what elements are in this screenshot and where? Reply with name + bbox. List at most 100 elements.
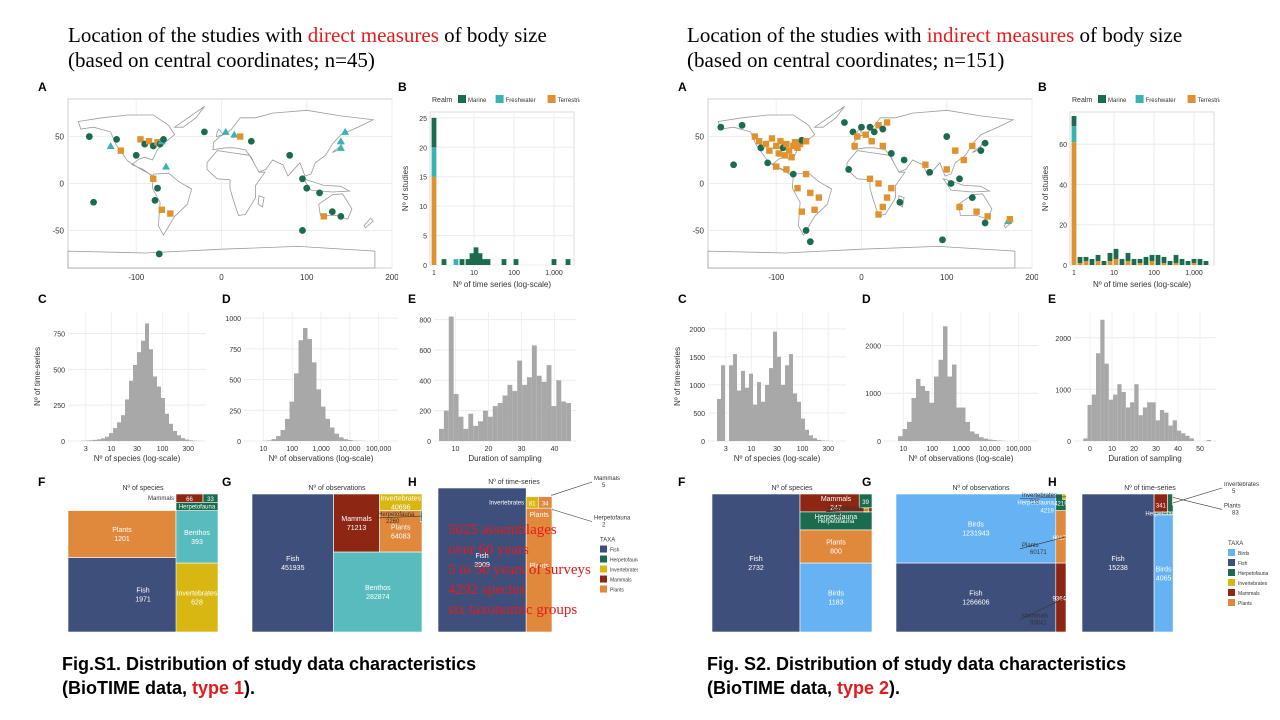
x-tick-label: 1 (1072, 270, 1076, 277)
study-point (158, 206, 165, 213)
treemap-value: 1266606 (962, 600, 989, 607)
panel-label-b: B (398, 80, 407, 94)
treemap-cell (68, 510, 177, 558)
y-tick-label: 600 (419, 348, 431, 355)
histogram-bar (285, 418, 290, 441)
histogram-bar (1179, 258, 1185, 265)
histogram-bar (1104, 363, 1109, 441)
treemap-title: Nº of time-series (488, 479, 540, 486)
treemap-cell (799, 511, 872, 531)
treemap-label: Mammals (341, 516, 372, 523)
histogram-bar (551, 259, 557, 265)
treemap-title: Nº of species (771, 485, 813, 492)
study-point (981, 219, 989, 227)
histogram-bar (1143, 256, 1149, 265)
x-tick-label: 10 (470, 270, 478, 277)
panel-label-h: H (1048, 475, 1057, 489)
study-point (866, 175, 874, 183)
y-tick-label: 50 (695, 133, 704, 142)
x-tick-label: 30 (1152, 446, 1160, 453)
study-point (947, 180, 955, 187)
legend-label: Marine (468, 98, 487, 104)
histogram-bar (793, 393, 797, 441)
treemap-cell (1153, 511, 1174, 516)
study-point (968, 194, 976, 201)
study-point (336, 143, 345, 151)
histogram-bar (321, 406, 326, 441)
legend-label: Invertebrates (1238, 581, 1268, 587)
study-point (815, 194, 823, 201)
treemap-value: 4065 (1156, 575, 1172, 582)
histogram-bar (565, 259, 571, 265)
histogram-bar (481, 259, 487, 265)
treemap-value: 1201 (114, 536, 130, 543)
study-point (960, 156, 967, 164)
histogram-bar (527, 377, 532, 441)
x-tick-label: 10 (1110, 270, 1118, 277)
x-tick-label: 3 (724, 446, 728, 453)
study-point (783, 140, 790, 148)
study-point (113, 135, 120, 143)
study-point (764, 159, 772, 167)
plot-panel (429, 111, 575, 266)
study-point (299, 175, 306, 183)
study-point (337, 212, 345, 220)
histogram-bar (113, 428, 117, 441)
histogram-bar (1113, 394, 1118, 441)
legend-label: Terrestrial (558, 98, 580, 104)
study-point (883, 119, 891, 126)
panel-label-h: H (408, 475, 417, 489)
y-tick-label: 0 (701, 439, 705, 446)
callout-line (551, 481, 593, 496)
callout-line (1173, 487, 1223, 504)
caption-highlight: type 2 (837, 678, 890, 698)
x-axis-label: Duration of sampling (1108, 454, 1181, 463)
title-subtext: (based on central coordinates; n=151) (687, 48, 1005, 72)
y-tick-label: 200 (419, 409, 431, 416)
legend-swatch (1228, 559, 1235, 566)
histogram-bar (717, 398, 721, 441)
treemap-value: 1231943 (962, 531, 989, 538)
y-tick-label: 15 (419, 175, 427, 182)
histogram-bar (769, 368, 773, 441)
treemap-cell (202, 493, 218, 503)
histogram-bar (105, 436, 109, 441)
y-tick-label: 0 (877, 439, 881, 446)
caption-text: (BioTIME data, (62, 678, 192, 698)
legend-swatch (458, 95, 466, 103)
histogram-bar (974, 433, 979, 441)
treemap-value: 247 (830, 505, 842, 512)
legend-swatch (1135, 95, 1144, 103)
legend-swatch (495, 95, 504, 103)
legend-title: Realm (432, 97, 452, 104)
x-tick-label: 1,000 (312, 446, 330, 453)
callout-line (1019, 496, 1066, 500)
study-point (841, 119, 848, 126)
x-tick-label: 10,000 (339, 446, 361, 453)
continent-outline (791, 172, 833, 236)
summary-line: 4292 species (448, 582, 526, 598)
legend-swatch (1187, 95, 1196, 103)
histogram-bar (473, 425, 479, 441)
histogram-bar (497, 403, 503, 441)
histogram-bar (307, 339, 312, 441)
x-tick-label: 10 (900, 446, 908, 453)
histogram-bar (137, 352, 141, 441)
x-tick-label: 40 (1174, 446, 1182, 453)
treemap-label: Plants (391, 524, 411, 531)
study-point (943, 133, 951, 140)
histogram-bar (458, 416, 464, 441)
histogram-bar (1089, 258, 1095, 265)
histogram-bar (929, 402, 934, 441)
histogram-bar (439, 428, 444, 441)
caption-text: (BioTIME data, (707, 678, 837, 698)
legend-label: Mammals (610, 578, 632, 584)
histogram-bar (121, 415, 125, 441)
y-tick-label: 0 (423, 263, 427, 270)
y-tick-label: 0 (237, 439, 241, 446)
title-text: of body size (1074, 23, 1183, 47)
histogram-bar (1095, 254, 1101, 261)
histogram-bar (483, 410, 488, 441)
histogram-bar (133, 365, 137, 441)
